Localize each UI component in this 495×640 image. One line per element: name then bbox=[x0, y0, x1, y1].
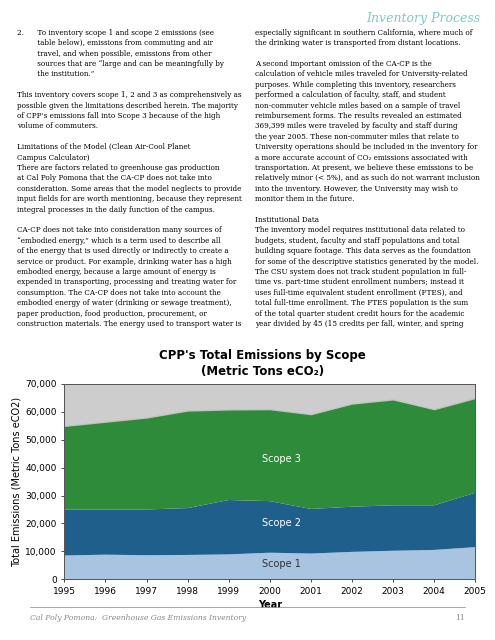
Text: 2.      To inventory scope 1 and scope 2 emissions (see
         table below), e: 2. To inventory scope 1 and scope 2 emis… bbox=[17, 29, 242, 328]
Text: especially significant in southern California, where much of
the drinking water : especially significant in southern Calif… bbox=[255, 29, 480, 328]
Y-axis label: Total Emissions (Metric Tons eCO2): Total Emissions (Metric Tons eCO2) bbox=[11, 397, 21, 566]
Text: Inventory Process: Inventory Process bbox=[366, 12, 480, 24]
X-axis label: Year: Year bbox=[258, 600, 282, 610]
Text: Scope 3: Scope 3 bbox=[261, 454, 300, 464]
Text: Cal Poly Pomona:  Greenhouse Gas Emissions Inventory: Cal Poly Pomona: Greenhouse Gas Emission… bbox=[30, 614, 246, 622]
Text: CPP's Total Emissions by Scope: CPP's Total Emissions by Scope bbox=[159, 349, 366, 362]
Text: Scope 1: Scope 1 bbox=[261, 559, 300, 569]
Text: 11: 11 bbox=[455, 614, 465, 622]
Text: Scope 2: Scope 2 bbox=[261, 518, 300, 529]
Text: (Metric Tons eCO₂): (Metric Tons eCO₂) bbox=[201, 365, 324, 378]
